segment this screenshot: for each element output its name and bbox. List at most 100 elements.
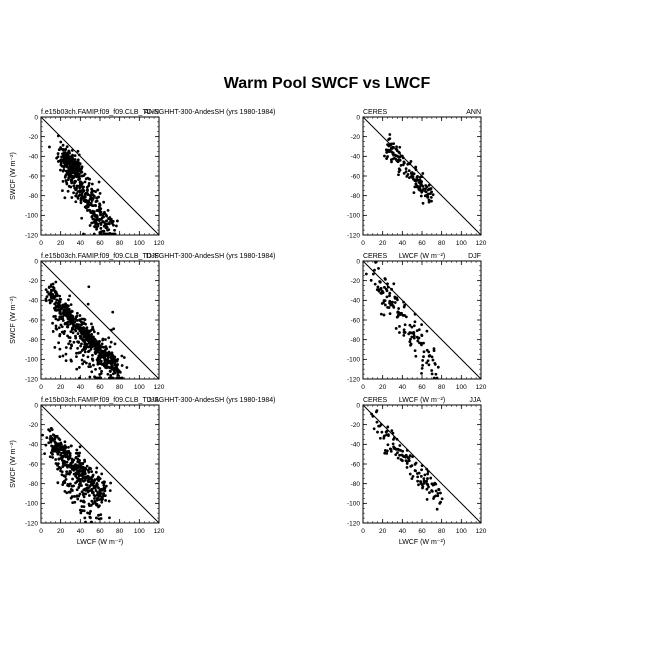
scatter-point	[383, 154, 386, 158]
scatter-point	[435, 507, 439, 511]
x-tick-label: 0	[39, 384, 43, 391]
scatter-point	[106, 209, 110, 212]
scatter-point	[429, 195, 433, 199]
scatter-point	[374, 260, 378, 264]
scatter-point	[88, 224, 92, 227]
scatter-point	[49, 293, 53, 297]
scatter-point	[104, 226, 108, 230]
scatter-point	[65, 472, 69, 476]
scatter-point	[427, 198, 431, 202]
scatter-point	[109, 481, 113, 485]
scatter-point	[48, 455, 52, 459]
scatter-point	[95, 225, 99, 229]
scatter-point	[382, 436, 386, 440]
scatter-point	[401, 163, 405, 167]
scatter-point	[388, 133, 392, 136]
scatter-point	[50, 444, 53, 448]
scatter-point	[105, 347, 109, 351]
panel-case-label: f.e15b03ch.FAMIP.f09_f09.CLB_TD-SGHHT-30…	[41, 109, 276, 116]
scatter-point	[417, 328, 421, 331]
reference-line	[40, 404, 160, 524]
scatter-point	[436, 491, 440, 495]
scatter-point	[85, 464, 89, 468]
x-tick-label: 100	[456, 384, 467, 391]
scatter-point	[393, 156, 396, 160]
x-axis-label: LWCF (W m⁻²)	[77, 539, 123, 546]
scatter-point	[102, 355, 106, 359]
scatter-point	[81, 476, 85, 480]
scatter-point	[402, 300, 405, 304]
scatter-point	[108, 345, 112, 349]
scatter-point	[401, 156, 405, 160]
scatter-point	[67, 464, 71, 467]
scatter-point	[376, 430, 379, 434]
y-tick-label: -60	[29, 317, 39, 324]
scatter-point	[88, 197, 92, 201]
x-tick-label: 120	[476, 240, 487, 247]
scatter-point	[420, 175, 424, 179]
scatter-point	[58, 442, 61, 446]
scatter-point	[58, 334, 62, 338]
scatter-point	[94, 367, 97, 371]
scatter-point	[394, 154, 398, 157]
scatter-point	[83, 360, 86, 364]
scatter-point	[116, 358, 120, 361]
scatter-point	[404, 453, 408, 457]
scatter-point	[386, 285, 390, 289]
scatter-point	[399, 312, 403, 315]
panel-season-label: DJF	[468, 253, 481, 260]
scatter-point	[58, 294, 62, 298]
scatter-point	[54, 324, 58, 328]
scatter-point	[104, 361, 108, 365]
panel-season-label: ANN	[144, 109, 159, 116]
scatter-point	[53, 346, 57, 349]
scatter-point	[95, 482, 99, 485]
scatter-point	[414, 469, 417, 473]
scatter-point	[412, 334, 416, 338]
scatter-point	[81, 465, 85, 469]
scatter-point	[111, 372, 115, 376]
scatter-point	[97, 195, 101, 199]
scatter-point	[428, 354, 432, 357]
scatter-point	[77, 325, 81, 329]
scatter-point	[429, 476, 433, 480]
scatter-point	[111, 219, 115, 223]
scatter-point	[109, 340, 113, 344]
scatter-point	[66, 304, 70, 308]
scatter-point	[76, 158, 80, 162]
scatter-point	[76, 332, 80, 335]
scatter-point	[90, 182, 94, 186]
scatter-point	[69, 343, 73, 347]
scatter-point	[382, 313, 386, 317]
scatter-point	[101, 349, 105, 353]
scatter-point	[76, 340, 79, 344]
scatter-point	[43, 452, 46, 456]
scatter-point	[422, 479, 426, 483]
scatter-point	[83, 180, 87, 184]
scatter-point	[48, 437, 52, 440]
x-tick-label: 100	[456, 528, 467, 535]
scatter-point	[85, 204, 89, 208]
scatter-point	[421, 363, 425, 367]
scatter-point	[405, 175, 409, 178]
scatter-point	[78, 193, 82, 197]
scatter-point	[373, 282, 377, 286]
scatter-point	[82, 327, 86, 331]
scatter-point	[86, 350, 90, 354]
scatter-point	[388, 143, 392, 147]
scatter-point	[92, 330, 96, 334]
scatter-point	[415, 472, 419, 475]
scatter-point	[435, 376, 439, 380]
reference-line	[362, 260, 482, 380]
scatter-point	[54, 317, 58, 321]
scatter-point	[97, 180, 101, 184]
scatter-point	[56, 451, 59, 454]
scatter-point	[71, 477, 74, 481]
scatter-point	[44, 288, 48, 292]
scatter-point	[78, 445, 82, 449]
scatter-point	[67, 458, 70, 461]
scatter-point	[70, 359, 73, 363]
scatter-point	[77, 366, 81, 369]
x-tick-label: 40	[77, 528, 85, 535]
scatter-point	[100, 345, 104, 348]
